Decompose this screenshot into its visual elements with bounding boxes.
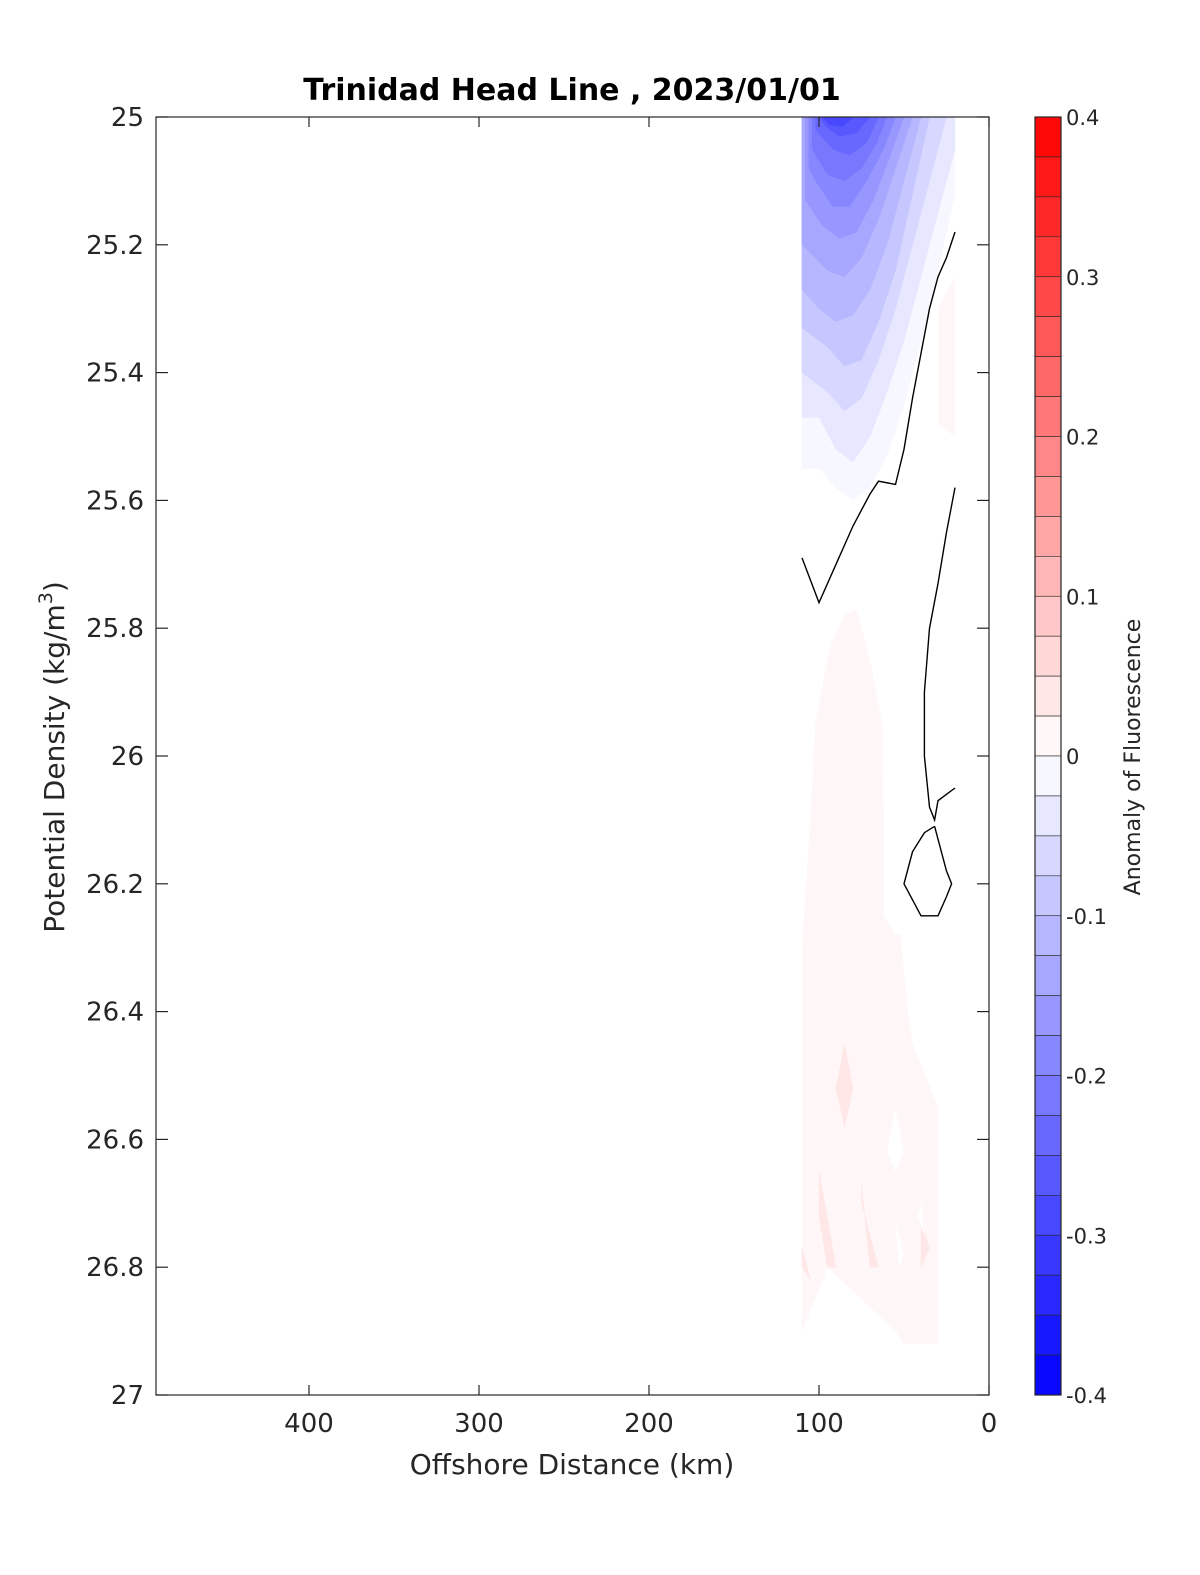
y-tick-label: 26.4 [86, 998, 144, 1028]
colorbar-tick-label: 0 [1066, 745, 1079, 769]
y-axis-ticks: 25 25.2 25.4 25.6 25.8 26 26.2 26.4 26.6 26.8 27 [86, 103, 989, 1411]
colorbar-tick-label: 0.4 [1066, 106, 1099, 130]
colorbar-band [1034, 316, 1062, 357]
colorbar-band [1034, 995, 1062, 1036]
y-tick-label: 25.4 [86, 359, 144, 389]
x-tick-label: 0 [981, 1409, 998, 1439]
colorbar-tick-label: -0.4 [1066, 1384, 1107, 1408]
colorbar-band [1034, 1314, 1062, 1356]
colorbar-band [1034, 156, 1062, 198]
colorbar-band [1034, 675, 1062, 717]
zero-contour-1 [923, 487, 956, 823]
positive-anomaly-17 [801, 1247, 811, 1281]
colorbar-band [1034, 1075, 1062, 1116]
positive-anomaly-14 [835, 1043, 854, 1127]
colorbar-band [1034, 516, 1062, 557]
colorbar-band [1034, 556, 1062, 597]
zero-gap-1 [917, 1203, 925, 1236]
y-axis-label-main: Potential Density (kg/m [38, 604, 71, 933]
colorbar-band [1034, 595, 1062, 637]
x-tick-label: 100 [794, 1409, 844, 1439]
x-axis-ticks: 400 300 200 100 0 [284, 117, 997, 1439]
colorbar-tick-label: 0.3 [1066, 266, 1099, 290]
colorbar-band [1034, 1234, 1062, 1276]
y-tick-label: 25.2 [86, 231, 144, 261]
y-tick-label: 25.8 [86, 614, 144, 644]
colorbar-band [1034, 915, 1062, 956]
colorbar-band [1034, 236, 1062, 278]
colorbar-band [1034, 1274, 1062, 1316]
colorbar-tick-label: -0.2 [1066, 1065, 1107, 1089]
colorbar: 0.4 0.3 0.2 0.1 0 -0.1 -0.2 -0.3 -0.4 [1034, 106, 1107, 1408]
x-tick-label: 300 [454, 1409, 504, 1439]
colorbar-band [1034, 1115, 1062, 1156]
colorbar-band [1034, 755, 1062, 797]
y-tick-label: 25 [111, 103, 144, 133]
colorbar-band [1034, 875, 1062, 917]
colorbar-tick-label: -0.3 [1066, 1224, 1107, 1248]
y-axis-label: Potential Density (kg/m3) [35, 581, 71, 933]
positive-anomaly-12 [937, 276, 956, 438]
colorbar-band [1034, 795, 1062, 837]
colorbar-ticks: 0.4 0.3 0.2 0.1 0 -0.1 -0.2 -0.3 -0.4 [1066, 106, 1107, 1408]
anomaly-fill-layer [801, 116, 956, 1345]
colorbar-frame [1034, 116, 1062, 1396]
y-axis-label-superscript: 3 [35, 592, 57, 604]
plot-area: 400 300 200 100 0 25 25.2 25.4 25.6 25.8 26 26.2 26… [86, 103, 997, 1439]
zero-gap-layer [887, 1107, 925, 1268]
y-axis-label-close: ) [38, 581, 71, 592]
colorbar-tick-label: -0.1 [1066, 905, 1107, 929]
y-tick-label: 25.6 [86, 486, 144, 516]
positive-anomaly-16 [861, 1184, 879, 1268]
colorbar-band [1034, 1354, 1062, 1396]
colorbar-band [1034, 1195, 1062, 1236]
positive-anomaly-18 [920, 1222, 930, 1268]
colorbar-band [1034, 396, 1062, 437]
colorbar-label: Anomaly of Fluorescence [1121, 619, 1146, 896]
zero-contour-2 [903, 825, 953, 917]
x-tick-label: 200 [624, 1409, 674, 1439]
y-tick-label: 26.8 [86, 1253, 144, 1283]
colorbar-band [1034, 715, 1062, 757]
colorbar-band [1034, 276, 1062, 317]
y-tick-label: 26.2 [86, 870, 144, 900]
y-tick-label: 26 [111, 742, 144, 772]
x-axis-label: Offshore Distance (km) [410, 1448, 735, 1481]
y-tick-label: 26.6 [86, 1125, 144, 1155]
colorbar-tick-label: 0.1 [1066, 585, 1099, 609]
colorbar-band [1034, 1155, 1062, 1196]
x-tick-label: 400 [284, 1409, 334, 1439]
positive-anomaly-13 [801, 608, 939, 1345]
colorbar-band [1034, 196, 1062, 238]
colorbar-band [1034, 356, 1062, 397]
positive-anomaly-15 [818, 1171, 837, 1268]
zero-contour-layer [801, 231, 956, 917]
zero-gap-0 [887, 1107, 904, 1172]
chart-title: Trinidad Head Line , 2023/01/01 [303, 73, 840, 108]
colorbar-band [1034, 436, 1062, 477]
zero-contour-0 [801, 231, 956, 605]
colorbar-band [1034, 116, 1062, 158]
colorbar-bands [1034, 116, 1062, 1396]
colorbar-band [1034, 955, 1062, 996]
colorbar-band [1034, 635, 1062, 677]
y-tick-label: 27 [111, 1381, 144, 1411]
colorbar-band [1034, 1035, 1062, 1076]
colorbar-tick-label: 0.2 [1066, 426, 1099, 450]
colorbar-band [1034, 835, 1062, 877]
zero-gap-2 [895, 1222, 904, 1268]
colorbar-band [1034, 476, 1062, 517]
